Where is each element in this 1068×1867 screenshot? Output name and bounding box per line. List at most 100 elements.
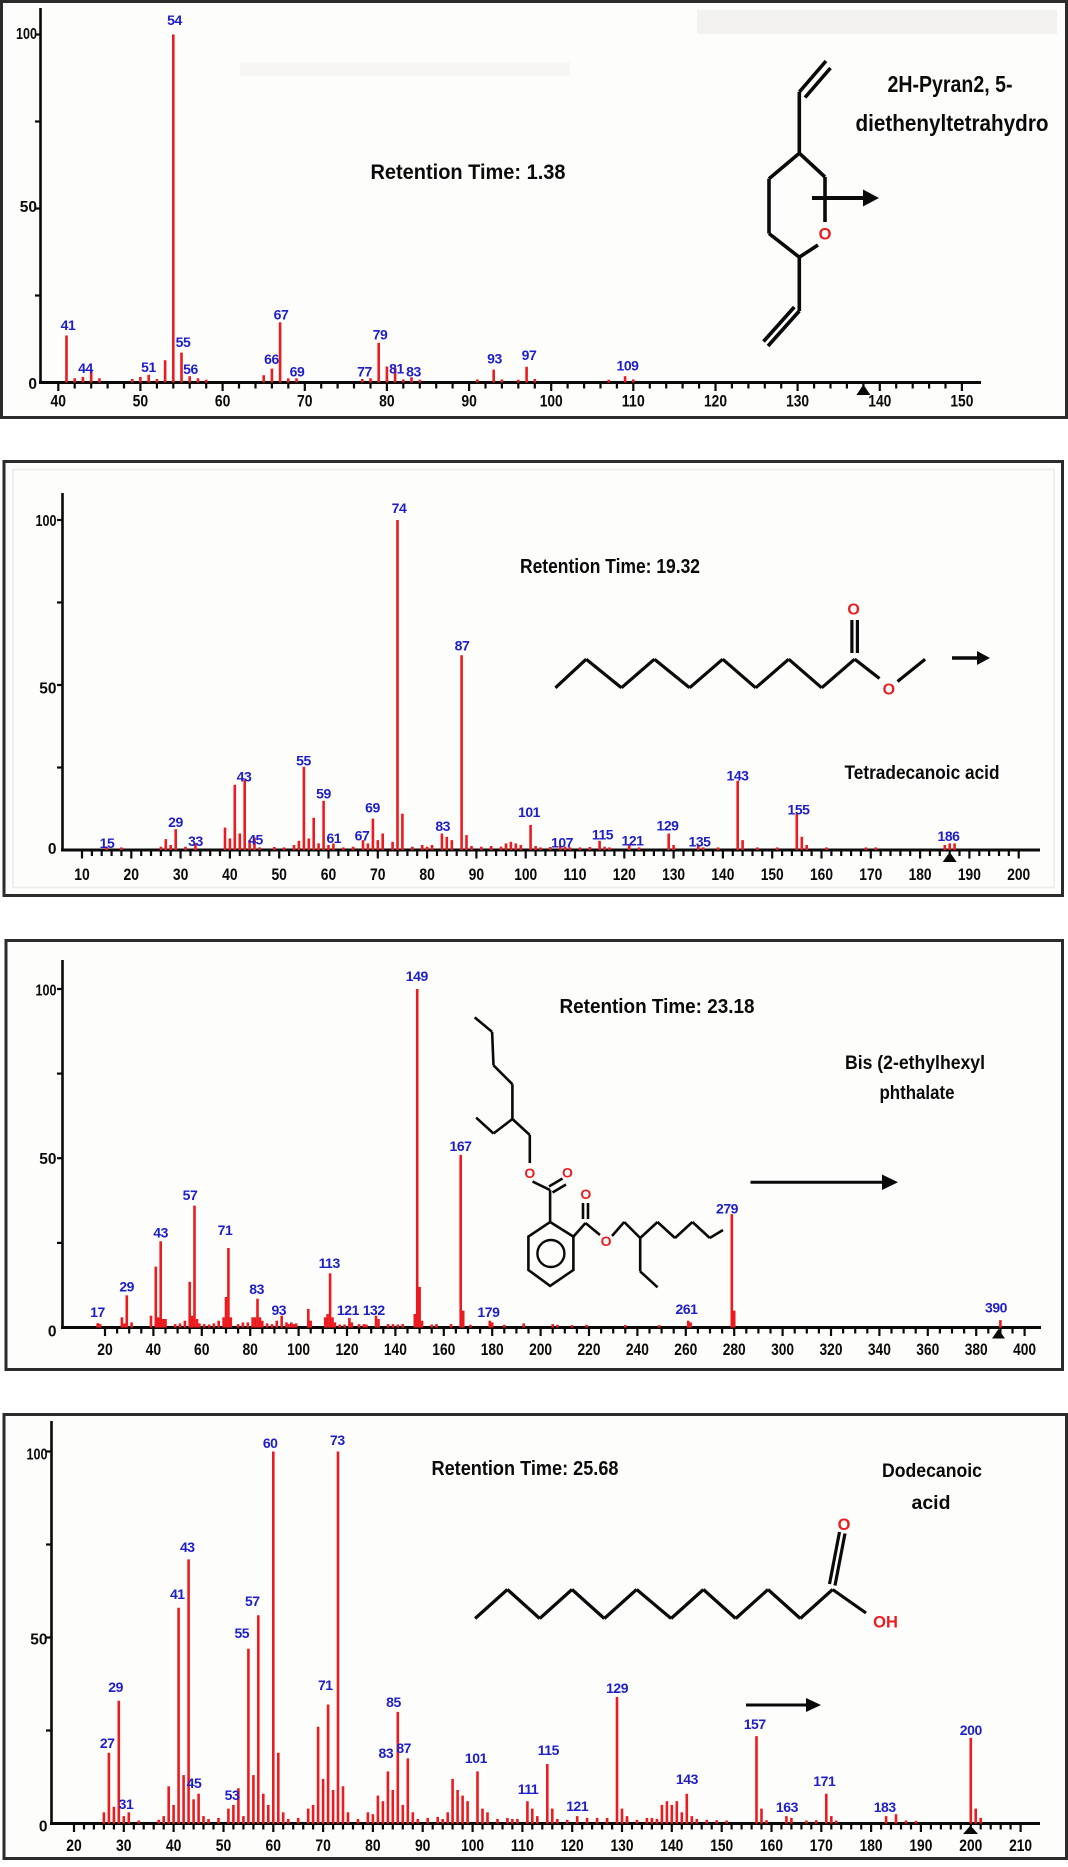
- svg-text:280: 280: [723, 1340, 746, 1359]
- svg-text:29: 29: [168, 814, 183, 830]
- svg-text:150: 150: [710, 1836, 733, 1855]
- svg-text:120: 120: [336, 1340, 359, 1359]
- svg-text:O: O: [562, 1165, 573, 1181]
- svg-text:110: 110: [564, 865, 587, 884]
- svg-text:83: 83: [435, 818, 450, 834]
- svg-text:143: 143: [726, 768, 749, 784]
- svg-text:100: 100: [540, 392, 563, 411]
- svg-text:149: 149: [406, 968, 429, 984]
- svg-text:60: 60: [263, 1435, 278, 1451]
- svg-text:O: O: [847, 602, 859, 619]
- svg-text:50: 50: [39, 681, 56, 698]
- svg-text:O: O: [601, 1233, 612, 1249]
- svg-text:41: 41: [170, 1586, 185, 1602]
- svg-text:121: 121: [337, 1302, 360, 1318]
- svg-text:120: 120: [704, 392, 727, 411]
- svg-text:31: 31: [119, 1796, 134, 1812]
- svg-text:163: 163: [776, 1799, 799, 1815]
- svg-text:390: 390: [985, 1300, 1008, 1316]
- svg-text:O: O: [524, 1165, 535, 1181]
- svg-text:97: 97: [522, 347, 537, 363]
- svg-text:183: 183: [874, 1799, 897, 1815]
- svg-text:51: 51: [141, 359, 156, 375]
- svg-text:O: O: [580, 1186, 591, 1202]
- svg-text:55: 55: [234, 1625, 249, 1641]
- svg-text:260: 260: [674, 1340, 697, 1359]
- svg-text:Retention Time: 19.32: Retention Time: 19.32: [520, 556, 700, 578]
- svg-text:115: 115: [538, 1742, 560, 1758]
- svg-text:93: 93: [487, 351, 502, 367]
- svg-text:121: 121: [621, 833, 644, 849]
- svg-text:157: 157: [744, 1716, 767, 1732]
- svg-text:380: 380: [965, 1340, 988, 1359]
- svg-text:80: 80: [242, 1340, 258, 1359]
- svg-text:90: 90: [469, 865, 485, 884]
- svg-text:120: 120: [561, 1836, 584, 1855]
- svg-text:60: 60: [321, 865, 337, 884]
- svg-text:53: 53: [225, 1787, 240, 1803]
- svg-text:43: 43: [237, 769, 252, 785]
- svg-text:Tetradecanoic acid: Tetradecanoic acid: [845, 763, 1000, 784]
- svg-text:80: 80: [365, 1836, 381, 1855]
- svg-text:90: 90: [461, 392, 477, 411]
- svg-text:200: 200: [1007, 865, 1030, 884]
- svg-text:66: 66: [264, 351, 279, 367]
- svg-text:0: 0: [28, 376, 37, 393]
- svg-text:120: 120: [613, 865, 636, 884]
- svg-text:190: 190: [958, 865, 981, 884]
- svg-text:111: 111: [518, 1781, 539, 1797]
- svg-text:360: 360: [916, 1340, 939, 1359]
- svg-text:20: 20: [124, 865, 140, 884]
- svg-text:140: 140: [660, 1836, 683, 1855]
- svg-text:69: 69: [365, 800, 380, 816]
- svg-text:200: 200: [529, 1340, 552, 1359]
- svg-text:200: 200: [959, 1836, 982, 1855]
- svg-text:220: 220: [578, 1340, 601, 1359]
- svg-text:45: 45: [248, 832, 263, 848]
- svg-text:74: 74: [392, 500, 407, 516]
- svg-text:100: 100: [16, 26, 37, 43]
- svg-text:140: 140: [868, 392, 891, 411]
- svg-text:acid: acid: [912, 1493, 951, 1514]
- svg-text:phthalate: phthalate: [880, 1083, 955, 1104]
- svg-text:59: 59: [316, 786, 331, 802]
- svg-text:27: 27: [100, 1735, 115, 1751]
- svg-text:0: 0: [48, 1324, 57, 1341]
- svg-text:115: 115: [592, 827, 614, 843]
- svg-text:20: 20: [66, 1836, 82, 1855]
- svg-text:67: 67: [274, 307, 289, 323]
- svg-text:167: 167: [449, 1138, 472, 1154]
- svg-text:180: 180: [481, 1340, 504, 1359]
- svg-text:171: 171: [813, 1773, 836, 1789]
- svg-text:33: 33: [188, 833, 203, 849]
- svg-text:100: 100: [461, 1836, 484, 1855]
- svg-text:50: 50: [216, 1836, 232, 1855]
- svg-text:40: 40: [146, 1340, 162, 1359]
- svg-text:150: 150: [950, 392, 973, 411]
- svg-text:110: 110: [622, 392, 645, 411]
- svg-text:61: 61: [326, 830, 341, 846]
- svg-text:100: 100: [36, 983, 57, 1000]
- svg-text:83: 83: [249, 1281, 264, 1297]
- svg-text:130: 130: [662, 865, 685, 884]
- svg-text:180: 180: [860, 1836, 883, 1855]
- svg-text:50: 50: [133, 392, 149, 411]
- svg-text:85: 85: [386, 1694, 401, 1710]
- svg-text:50: 50: [39, 1151, 56, 1168]
- svg-text:29: 29: [108, 1679, 123, 1695]
- svg-text:100: 100: [27, 1447, 48, 1464]
- svg-text:50: 50: [271, 865, 287, 884]
- svg-text:110: 110: [511, 1836, 534, 1855]
- svg-text:107: 107: [551, 835, 574, 851]
- svg-text:71: 71: [218, 1222, 233, 1238]
- svg-text:113: 113: [319, 1255, 341, 1271]
- svg-text:Bis (2-ethylhexyl: Bis (2-ethylhexyl: [845, 1053, 985, 1074]
- svg-text:132: 132: [363, 1302, 386, 1318]
- svg-text:300: 300: [771, 1340, 794, 1359]
- svg-text:29: 29: [119, 1279, 134, 1295]
- svg-text:44: 44: [78, 360, 93, 376]
- svg-text:160: 160: [432, 1340, 455, 1359]
- svg-text:90: 90: [415, 1836, 431, 1855]
- svg-text:diethenyltetrahydro: diethenyltetrahydro: [856, 110, 1049, 136]
- svg-text:180: 180: [909, 865, 932, 884]
